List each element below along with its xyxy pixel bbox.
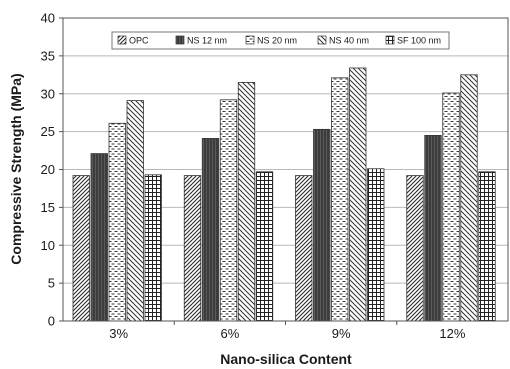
x-tick-label: 12% (439, 326, 465, 341)
bar-ns-12-nm-3pct (90, 153, 108, 322)
legend-swatch (317, 35, 327, 45)
bar-opc-9pct (295, 175, 313, 322)
legend-swatch (117, 35, 127, 45)
y-tick-label: 5 (48, 276, 55, 291)
x-axis-title: Nano-silica Content (220, 351, 352, 367)
bar-sf-100-nm-3pct (144, 174, 162, 322)
bar-ns-40-nm-12pct (460, 74, 478, 322)
y-tick-label: 25 (41, 124, 55, 139)
bars (72, 67, 496, 322)
legend-label: OPC (129, 36, 149, 46)
bar-opc-3pct (72, 175, 90, 322)
x-tick-label: 3% (109, 326, 128, 341)
y-tick-label: 35 (41, 48, 55, 63)
legend: OPC NS 12 nm NS 20 nm NS 40 nm SF 100 nm (111, 31, 450, 50)
legend-label: NS 12 nm (187, 36, 227, 46)
bar-ns-20-nm-9pct (331, 77, 349, 322)
legend-swatch (245, 35, 255, 45)
bar-ns-20-nm-6pct (219, 99, 238, 322)
x-tick-label: 6% (220, 326, 239, 341)
y-tick-label: 30 (41, 86, 55, 101)
bar-ns-40-nm-6pct (237, 81, 256, 322)
bar-ns-40-nm-3pct (126, 100, 144, 322)
plot-frame (62, 17, 509, 322)
x-axis-ticks: 3% 6% 9% 12% (109, 321, 466, 341)
y-tick-label: 40 (41, 11, 55, 26)
bar-ns-12-nm-9pct (313, 128, 331, 322)
bar-opc-12pct (406, 175, 424, 322)
legend-box (111, 31, 450, 50)
legend-label: NS 40 nm (329, 36, 369, 46)
y-tick-label: 15 (41, 200, 55, 215)
bar-sf-100-nm-6pct (255, 171, 274, 322)
x-tick-label: 9% (332, 326, 351, 341)
bar-sf-100-nm-9pct (367, 168, 385, 322)
legend-label: SF 100 nm (397, 36, 441, 46)
y-axis-title: Compressive Strength (MPa) (8, 73, 24, 264)
y-tick-label: 20 (41, 162, 55, 177)
bar-ns-20-nm-12pct (442, 92, 460, 322)
legend-label: NS 20 nm (257, 36, 297, 46)
y-axis-ticks: 0 5 10 15 20 25 30 35 40 (41, 11, 63, 329)
bar-ns-12-nm-6pct (201, 138, 220, 322)
y-tick-label: 0 (48, 314, 55, 329)
legend-swatch (175, 35, 185, 45)
y-tick-label: 10 (41, 238, 55, 253)
bar-opc-6pct (183, 175, 202, 322)
legend-swatch (385, 35, 395, 45)
bar-ns-20-nm-3pct (108, 122, 126, 322)
bar-sf-100-nm-12pct (478, 171, 496, 322)
bar-ns-40-nm-9pct (349, 67, 367, 322)
bar-ns-12-nm-12pct (424, 135, 442, 322)
